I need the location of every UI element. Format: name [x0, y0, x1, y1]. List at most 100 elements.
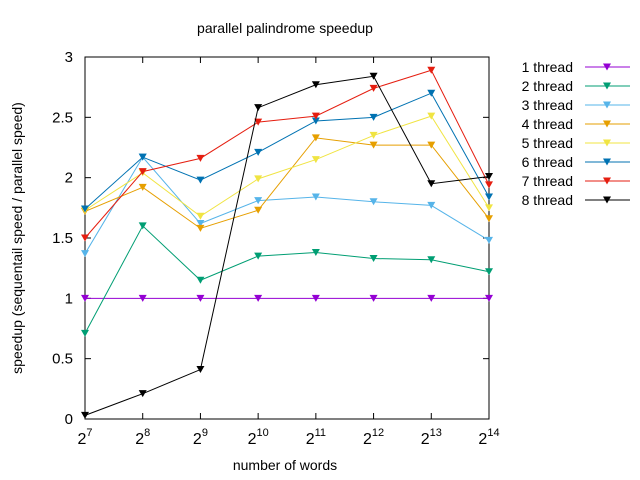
y-tick-label: 3 — [65, 49, 73, 66]
legend-label: 1 thread — [522, 59, 573, 75]
legend-label: 8 thread — [522, 192, 573, 208]
series-line — [84, 115, 490, 217]
legend-swatch-marker — [603, 82, 611, 90]
series-1 — [81, 294, 493, 302]
data-point — [485, 215, 493, 223]
plot-frame — [84, 56, 490, 420]
series-4 — [81, 134, 493, 232]
series-line — [84, 92, 490, 210]
data-point — [427, 256, 436, 264]
data-point — [81, 205, 89, 213]
y-axis-label: speedup (sequentail speed / parallel spe… — [9, 102, 25, 374]
series-line — [84, 75, 490, 416]
x-tick-label: 212 — [363, 427, 384, 448]
data-point — [254, 197, 263, 205]
data-point — [254, 175, 263, 183]
data-point — [138, 222, 147, 230]
data-point — [311, 81, 320, 89]
y-tick-label: 1 — [65, 290, 73, 307]
x-tick-label: 27 — [77, 427, 92, 448]
data-point — [196, 224, 205, 232]
x-tick-label: 210 — [248, 427, 269, 448]
series-line — [84, 225, 490, 334]
data-point — [254, 294, 263, 302]
y-tick-label: 0.5 — [52, 351, 73, 368]
data-point — [369, 294, 378, 302]
data-point — [311, 112, 320, 120]
data-point — [427, 294, 436, 302]
data-point — [369, 72, 378, 80]
legend-swatch-marker — [603, 63, 611, 71]
data-point — [427, 89, 436, 97]
x-tick-label: 29 — [193, 427, 208, 448]
legend-swatch-marker — [603, 101, 611, 109]
series-layer — [81, 66, 493, 419]
data-point — [311, 193, 320, 201]
data-point — [485, 204, 493, 212]
data-point — [196, 220, 205, 228]
data-point — [369, 255, 378, 263]
x-tick-label: 28 — [135, 427, 150, 448]
data-point — [427, 201, 436, 209]
series-line — [84, 156, 490, 254]
data-point — [427, 66, 436, 74]
series-6 — [81, 89, 493, 213]
data-point — [311, 248, 320, 256]
y-tick-label: 0 — [65, 411, 73, 428]
data-point — [254, 118, 263, 126]
data-point — [138, 168, 147, 176]
data-point — [427, 141, 436, 149]
data-point — [485, 172, 493, 180]
legend-swatch-marker — [603, 120, 611, 128]
legend-swatch-marker — [603, 177, 611, 185]
series-2 — [81, 222, 493, 337]
data-point — [196, 176, 205, 184]
legend-label: 3 thread — [522, 97, 573, 113]
data-point — [485, 181, 493, 189]
data-point — [81, 329, 89, 337]
y-tick-label: 1.5 — [52, 230, 73, 247]
data-point — [138, 294, 147, 302]
legend-label: 4 thread — [522, 116, 573, 132]
data-point — [196, 366, 205, 374]
data-point — [81, 411, 89, 419]
data-point — [311, 156, 320, 164]
data-point — [138, 390, 147, 398]
y-tick-label: 2.5 — [52, 109, 73, 126]
legend-swatch-marker — [603, 139, 611, 147]
legend-swatch-marker — [603, 158, 611, 166]
data-point — [254, 148, 263, 156]
data-point — [81, 234, 89, 242]
data-point — [427, 180, 436, 188]
data-point — [254, 104, 263, 112]
data-point — [485, 268, 493, 276]
legend-label: 6 thread — [522, 154, 573, 170]
data-point — [485, 193, 493, 201]
data-point — [311, 294, 320, 302]
data-point — [81, 250, 89, 258]
data-point — [311, 134, 320, 142]
data-point — [196, 212, 205, 220]
data-point — [138, 153, 147, 161]
data-point — [369, 113, 378, 121]
series-line — [84, 69, 490, 239]
data-point — [196, 294, 205, 302]
series-8 — [81, 72, 493, 419]
x-tick-label: 211 — [306, 427, 326, 448]
y-tick-label: 2 — [65, 170, 73, 187]
data-point — [369, 131, 378, 139]
legend: 1 thread 2 thread 3 thread 4 thread 5 thread… — [522, 59, 630, 208]
data-point — [254, 206, 263, 214]
data-point — [311, 117, 320, 125]
legend-label: 2 thread — [522, 78, 573, 94]
series-7 — [81, 66, 493, 242]
data-point — [138, 183, 147, 191]
legend-label: 5 thread — [522, 135, 573, 151]
data-point — [369, 141, 378, 149]
data-point — [485, 236, 493, 244]
chart-title: parallel palindrome speedup — [197, 20, 373, 36]
series-line — [84, 137, 490, 229]
x-axis-label: number of words — [233, 457, 337, 473]
x-tick-label: 213 — [421, 427, 442, 448]
